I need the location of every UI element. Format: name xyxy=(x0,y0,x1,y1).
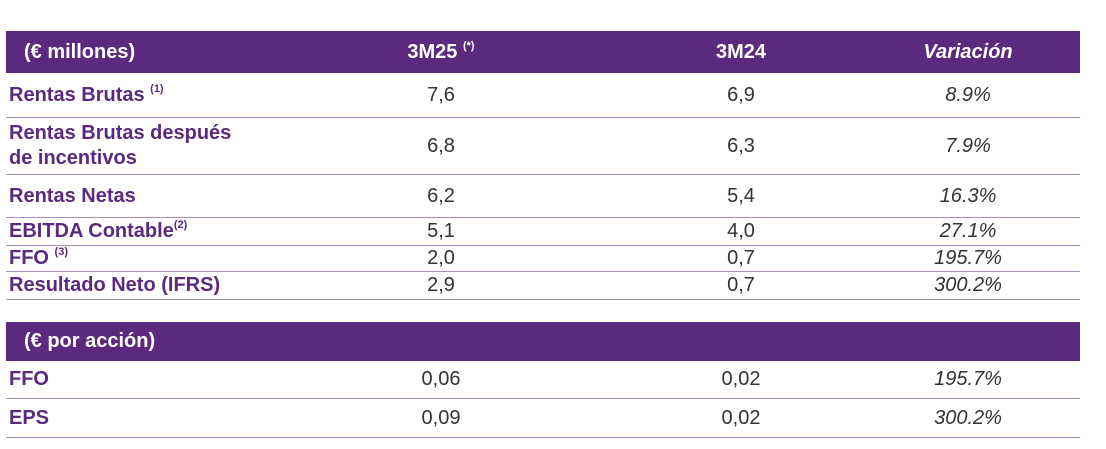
value-3m25: 2,0 xyxy=(427,247,455,269)
table-row: Rentas Brutas después de incentivos 6,8 … xyxy=(6,118,1080,175)
value-3m24: 6,3 xyxy=(727,134,755,157)
header-units: (€ millones) xyxy=(24,40,136,63)
per-share-table: (€ por acción) FFO 0,06 0,02 195.7% EPS … xyxy=(6,322,1080,438)
value-variation: 16.3% xyxy=(939,184,997,207)
value-3m25: 6,2 xyxy=(427,184,455,207)
value-3m24: 0,02 xyxy=(721,368,761,390)
row-label: FFO (3) xyxy=(9,246,68,270)
row-label: Rentas Brutas (1) xyxy=(9,82,164,106)
value-3m25: 0,06 xyxy=(421,368,461,390)
value-variation: 8.9% xyxy=(945,83,991,106)
value-variation: 27.1% xyxy=(939,220,997,242)
value-3m25: 5,1 xyxy=(427,220,455,242)
row-label: FFO xyxy=(9,368,49,390)
header-units: (€ por acción) xyxy=(24,330,156,352)
table-row: FFO 0,06 0,02 195.7% xyxy=(6,361,1080,399)
row-label: EBITDA Contable(2) xyxy=(9,219,188,243)
financial-table: (€ millones) 3M25 (*) 3M24 Variación Ren… xyxy=(6,31,1080,300)
row-label: Rentas Brutas después de incentivos xyxy=(9,122,232,169)
value-3m25: 2,9 xyxy=(427,274,455,296)
value-3m25: 7,6 xyxy=(427,83,455,106)
row-label: Rentas Netas xyxy=(9,184,136,207)
table-row: EPS 0,09 0,02 300.2% xyxy=(6,399,1080,438)
value-3m24: 6,9 xyxy=(727,83,755,106)
table-row: Rentas Netas 6,2 5,4 16.3% xyxy=(6,175,1080,218)
header-3m24: 3M24 xyxy=(715,40,767,63)
value-variation: 195.7% xyxy=(934,247,1002,269)
table-header: (€ por acción) xyxy=(6,322,1080,361)
value-variation: 300.2% xyxy=(934,406,1002,429)
value-3m24: 4,0 xyxy=(727,220,755,242)
table-row: Rentas Brutas (1) 7,6 6,9 8.9% xyxy=(6,73,1080,118)
value-variation: 300.2% xyxy=(934,274,1002,296)
value-3m24: 0,7 xyxy=(727,247,755,269)
table-row: Resultado Neto (IFRS) 2,9 0,7 300.2% xyxy=(6,272,1080,300)
header-3m25: 3M25 (*) xyxy=(407,39,475,63)
row-label: EPS xyxy=(9,406,50,429)
value-3m25: 0,09 xyxy=(421,406,461,429)
value-3m24: 5,4 xyxy=(727,184,755,207)
table-header: (€ millones) 3M25 (*) 3M24 Variación xyxy=(6,31,1080,73)
value-3m24: 0,02 xyxy=(721,406,761,429)
value-variation: 195.7% xyxy=(934,368,1002,390)
value-variation: 7.9% xyxy=(945,134,991,157)
value-3m24: 0,7 xyxy=(727,274,755,296)
header-variation: Variación xyxy=(923,40,1013,63)
table-row: EBITDA Contable(2) 5,1 4,0 27.1% xyxy=(6,218,1080,246)
table-row: FFO (3) 2,0 0,7 195.7% xyxy=(6,246,1080,272)
row-label: Resultado Neto (IFRS) xyxy=(9,274,221,296)
value-3m25: 6,8 xyxy=(427,134,455,157)
